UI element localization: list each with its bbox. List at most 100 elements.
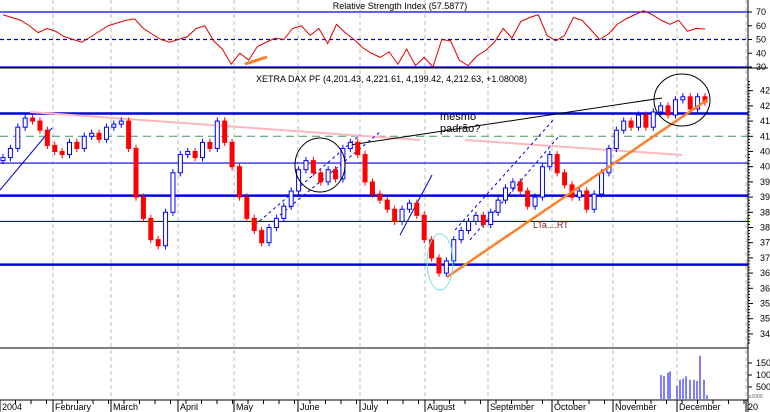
candle-up <box>15 126 21 149</box>
candle-down <box>126 120 132 149</box>
candle-down <box>643 114 649 128</box>
rsi-tick-label: 60 <box>756 21 766 31</box>
month-label: February <box>55 402 92 412</box>
candle-down <box>229 141 235 168</box>
candle-up <box>591 193 597 210</box>
pattern-circle <box>653 73 711 127</box>
candle-down <box>421 214 427 241</box>
candle-down <box>517 181 523 192</box>
candle-down <box>562 172 568 186</box>
month-label: October <box>554 402 586 412</box>
price-tick-label: 3700 <box>760 253 770 263</box>
candle-down <box>148 217 154 241</box>
candle-up <box>606 147 612 174</box>
candle-down <box>318 172 324 183</box>
candle-down <box>207 141 213 149</box>
candle-up <box>466 220 472 232</box>
price-tick-label: 3550 <box>760 299 770 309</box>
candle-up <box>680 96 686 101</box>
candle-down <box>525 190 531 207</box>
candle-down <box>52 144 58 152</box>
price-tick-label: 4200 <box>760 101 770 111</box>
rsi-tick-label: 30 <box>756 62 766 72</box>
candle-down <box>384 199 390 210</box>
channel-line <box>279 131 381 216</box>
candle-up <box>296 169 302 192</box>
pattern-line <box>349 97 663 146</box>
candle-down <box>251 217 257 232</box>
channel-line <box>469 134 561 241</box>
channel-line <box>454 117 556 231</box>
candle-up <box>658 105 664 113</box>
candle-down <box>687 96 693 110</box>
rsi-trendline <box>244 55 268 66</box>
candle-up <box>325 169 331 183</box>
candle-down <box>37 120 43 131</box>
candle-down <box>44 129 50 146</box>
candle-up <box>67 141 73 156</box>
candle-down <box>259 230 265 244</box>
candle-down <box>584 190 590 210</box>
candle-up <box>347 141 353 149</box>
pattern-circle <box>294 137 346 193</box>
uptrend-line <box>446 98 708 279</box>
price-tick-label: 4100 <box>760 131 770 141</box>
candle-down <box>665 105 671 116</box>
candle-up <box>118 120 124 125</box>
candle-down <box>30 117 36 122</box>
candle-down <box>192 151 198 159</box>
candle-up <box>650 111 656 128</box>
price-tick-label: 4000 <box>760 162 770 172</box>
rsi-title: Relative Strength Index (57.5877) <box>333 1 468 11</box>
candle-up <box>22 117 28 128</box>
candle-up <box>266 227 272 244</box>
candle-down <box>96 132 102 140</box>
candle-up <box>406 202 412 210</box>
candle-down <box>369 181 375 195</box>
candle-up <box>547 154 553 168</box>
price-title: XETRA DAX PF (4,201.43, 4,221.61, 4,199.… <box>256 74 527 84</box>
low-circle <box>426 233 454 291</box>
rsi-tick-label: 70 <box>756 7 766 17</box>
candle-down <box>74 141 80 149</box>
price-tick-label: 3500 <box>760 314 770 324</box>
volume-tick-label: 5000 <box>756 382 770 392</box>
channel-line <box>0 127 53 191</box>
resistance-line <box>464 139 683 156</box>
candle-up <box>200 141 206 159</box>
candle-down <box>554 154 560 174</box>
candle-down <box>355 141 361 156</box>
candle-up <box>510 181 516 189</box>
candle-up <box>177 154 183 174</box>
month-label: 20 <box>748 402 758 412</box>
volume-unit-label: x1000 <box>749 394 763 400</box>
price-tick-label: 3650 <box>760 268 770 278</box>
month-label: November <box>615 402 657 412</box>
candle-up <box>281 205 287 219</box>
candle-up <box>111 123 117 128</box>
candle-up <box>89 132 95 137</box>
candle-down <box>310 160 316 174</box>
candle-up <box>672 99 678 116</box>
month-label: September <box>490 402 534 412</box>
candle-up <box>170 172 176 213</box>
candle-down <box>414 202 420 216</box>
candle-up <box>81 135 87 149</box>
month-label: May <box>236 402 254 412</box>
month-label: 2004 <box>2 402 22 412</box>
candle-down <box>628 120 634 128</box>
candle-up <box>635 114 641 128</box>
candle-up <box>0 157 6 162</box>
price-tick-label: 3950 <box>760 177 770 187</box>
candle-up <box>695 96 701 110</box>
candle-down <box>480 214 486 225</box>
candle-down <box>392 208 398 222</box>
volume-tick-label: 10000 <box>756 370 770 380</box>
candle-up <box>214 120 220 149</box>
candle-down <box>362 154 368 183</box>
candle-down <box>333 169 339 180</box>
month-label: June <box>300 402 320 412</box>
month-label: August <box>427 402 456 412</box>
